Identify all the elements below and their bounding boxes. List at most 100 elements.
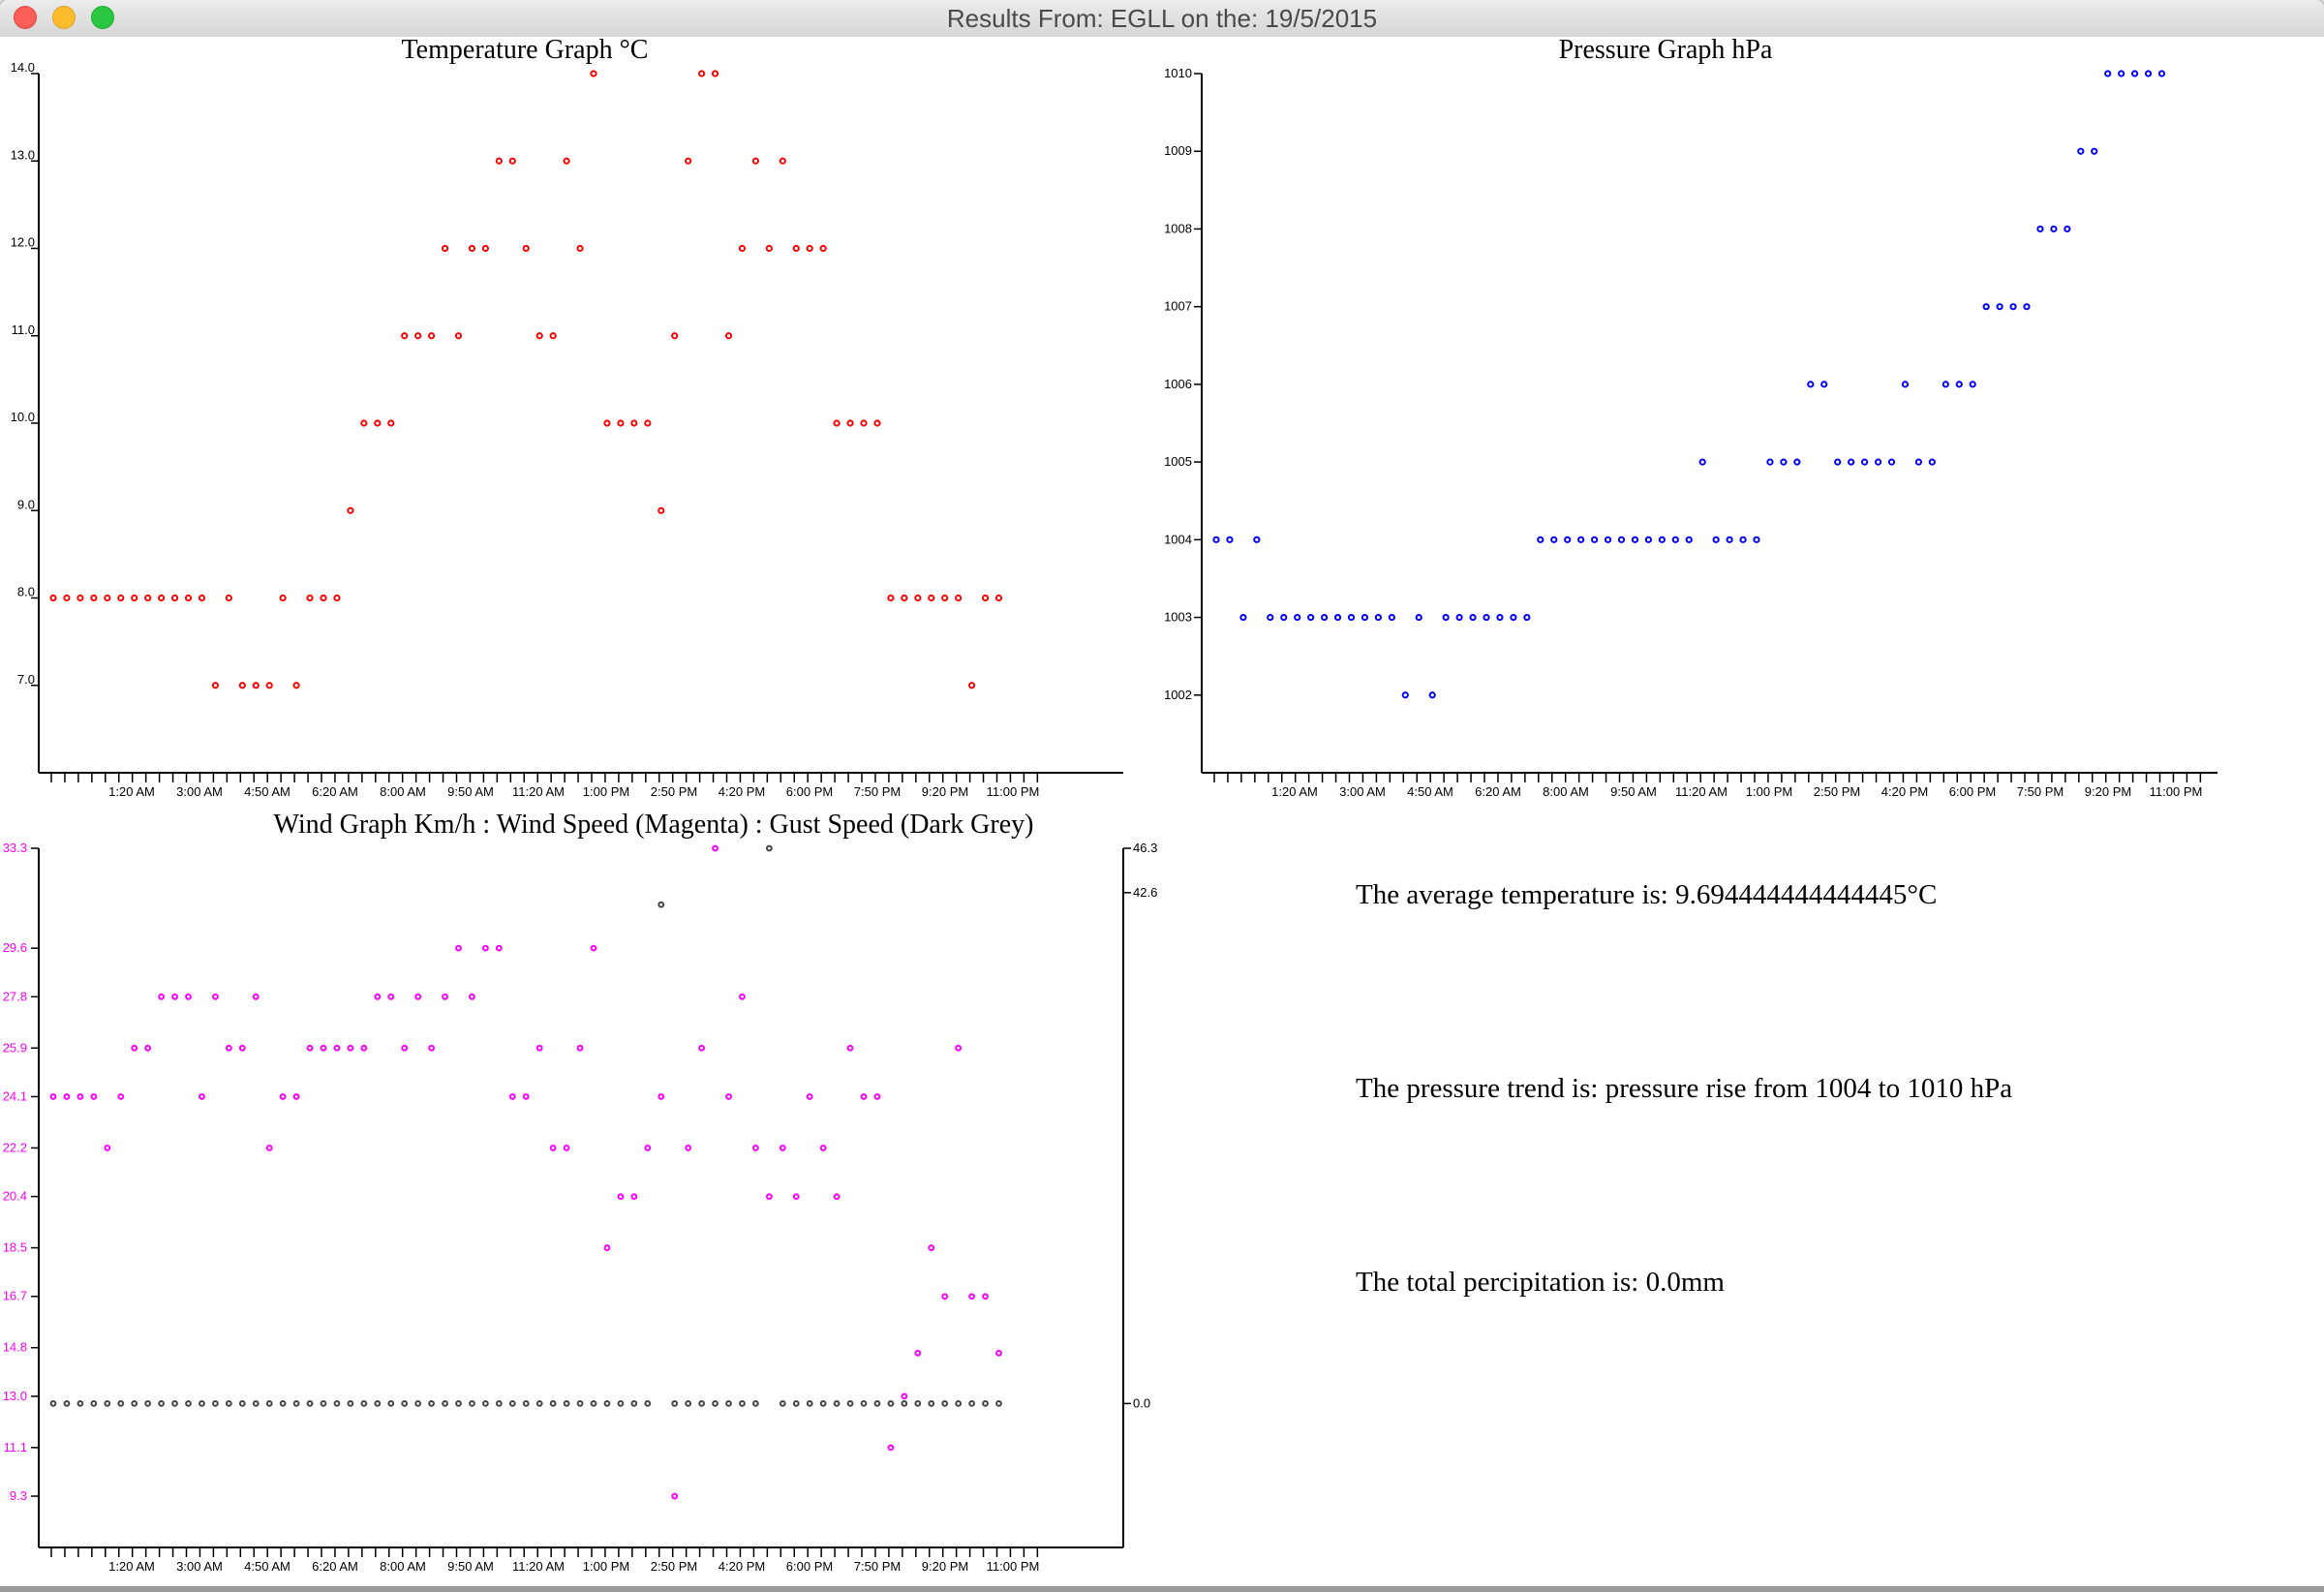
pressure-data-point bbox=[1658, 536, 1666, 543]
pressure-data-point bbox=[1212, 536, 1220, 543]
pressure-data-point bbox=[1374, 613, 1383, 622]
pressure-y-tick-label: 1004 bbox=[1164, 532, 1192, 546]
wind-gust-point bbox=[495, 1399, 503, 1407]
pressure-data-point bbox=[1280, 613, 1288, 622]
temperature-data-point bbox=[535, 332, 543, 340]
temperature-data-point bbox=[117, 594, 125, 602]
pressure-chart-title: Pressure Graph hPa bbox=[1559, 37, 1773, 65]
wind-left-y-tick-label: 24.1 bbox=[3, 1088, 27, 1103]
wind-left-y-tick-label: 9.3 bbox=[10, 1488, 27, 1503]
temperature-y-tick-label: 9.0 bbox=[17, 497, 35, 511]
pressure-data-point bbox=[1604, 536, 1612, 543]
wind-wind-point bbox=[306, 1044, 314, 1052]
temperature-data-point bbox=[685, 157, 692, 165]
temperature-x-tick-label: 1:20 AM bbox=[108, 784, 155, 799]
wind-wind-point bbox=[76, 1093, 84, 1100]
pressure-data-point bbox=[1969, 381, 1976, 388]
temperature-data-point bbox=[644, 419, 652, 427]
wind-wind-point bbox=[428, 1044, 436, 1052]
pressure-data-point bbox=[1510, 613, 1517, 622]
wind-x-tick-label: 4:50 AM bbox=[244, 1559, 290, 1574]
pressure-y-tick-label: 1002 bbox=[1164, 688, 1192, 702]
wind-wind-point bbox=[185, 993, 192, 1000]
wind-gust-point bbox=[90, 1399, 98, 1407]
temperature-x-tick-label: 11:20 AM bbox=[512, 784, 565, 799]
pressure-data-point bbox=[1874, 458, 1882, 466]
pressure-data-point bbox=[1591, 536, 1599, 543]
wind-x-tick-label: 7:50 PM bbox=[854, 1559, 901, 1574]
temperature-data-point bbox=[522, 244, 530, 253]
wind-gust-point bbox=[360, 1399, 368, 1407]
pressure-data-point bbox=[2144, 70, 2153, 77]
wind-wind-point bbox=[671, 1492, 679, 1500]
pressure-y-tick-label: 1007 bbox=[1164, 299, 1192, 314]
pressure-data-point bbox=[1361, 613, 1369, 622]
temperature-x-tick-label: 1:00 PM bbox=[583, 784, 629, 799]
pressure-data-point bbox=[2157, 70, 2166, 77]
pressure-data-point bbox=[1631, 536, 1639, 543]
pressure-data-point bbox=[1523, 613, 1531, 622]
temperature-x-tick-label: 6:20 AM bbox=[312, 784, 358, 799]
temperature-y-tick-label: 7.0 bbox=[17, 672, 35, 687]
temperature-data-point bbox=[928, 594, 935, 602]
pressure-data-point bbox=[1496, 613, 1504, 622]
wind-gust-point bbox=[617, 1399, 625, 1407]
temperature-data-point bbox=[617, 419, 625, 427]
wind-wind-point bbox=[131, 1044, 138, 1052]
temperature-data-point bbox=[765, 244, 773, 253]
wind-gust-point bbox=[603, 1399, 611, 1407]
zoom-button[interactable] bbox=[91, 6, 114, 29]
temperature-data-point bbox=[387, 419, 395, 427]
pressure-x-tick-label: 8:00 AM bbox=[1543, 784, 1589, 799]
pressure-data-point bbox=[1239, 613, 1247, 622]
temperature-data-point bbox=[468, 244, 476, 253]
wind-gust-point bbox=[414, 1399, 422, 1407]
temperature-data-point bbox=[225, 594, 232, 602]
wind-wind-point bbox=[199, 1093, 205, 1100]
pressure-data-point bbox=[1887, 458, 1896, 466]
temperature-data-point bbox=[968, 682, 976, 689]
wind-wind-point bbox=[495, 944, 503, 952]
wind-wind-point bbox=[860, 1093, 868, 1100]
wind-gust-point bbox=[455, 1399, 462, 1407]
wind-gust-point bbox=[779, 1399, 786, 1407]
wind-wind-point bbox=[928, 1244, 935, 1251]
wind-gust-point bbox=[522, 1399, 530, 1407]
temperature-data-point bbox=[170, 594, 179, 602]
wind-gust-point bbox=[401, 1399, 409, 1407]
temperature-data-point bbox=[292, 682, 300, 689]
wind-gust-point bbox=[968, 1399, 975, 1407]
wind-x-tick-label: 1:20 AM bbox=[108, 1559, 155, 1574]
pressure-y-tick-label: 1010 bbox=[1164, 66, 1192, 80]
wind-wind-point bbox=[508, 1093, 516, 1100]
wind-gust-point bbox=[185, 1399, 192, 1407]
wind-wind-point bbox=[455, 944, 462, 952]
wind-gust-point bbox=[63, 1399, 71, 1407]
title-bar[interactable]: Results From: EGLL on the: 19/5/2015 bbox=[0, 0, 2324, 38]
wind-wind-point bbox=[265, 1145, 273, 1151]
pressure-data-point bbox=[1739, 536, 1747, 543]
wind-wind-point bbox=[792, 1193, 800, 1201]
minimize-button[interactable] bbox=[52, 6, 76, 29]
temperature-y-tick-label: 8.0 bbox=[17, 585, 35, 599]
temperature-data-point bbox=[441, 244, 449, 253]
close-button[interactable] bbox=[14, 6, 37, 29]
temperature-data-point bbox=[671, 332, 679, 340]
pressure-y-tick-label: 1006 bbox=[1164, 377, 1192, 391]
pressure-data-point bbox=[2023, 303, 2031, 311]
wind-wind-point bbox=[535, 1044, 543, 1052]
wind-x-tick-label: 6:00 PM bbox=[786, 1559, 833, 1574]
temperature-data-point bbox=[401, 332, 409, 340]
pressure-data-point bbox=[1428, 691, 1436, 699]
wind-wind-point bbox=[469, 993, 475, 1000]
wind-wind-point bbox=[901, 1393, 908, 1400]
temperature-data-point bbox=[724, 332, 733, 340]
wind-gust-point bbox=[252, 1399, 260, 1407]
wind-gust-point bbox=[212, 1399, 219, 1407]
pressure-data-point bbox=[1483, 613, 1490, 622]
temperature-data-point bbox=[49, 594, 57, 602]
wind-wind-point bbox=[914, 1349, 922, 1357]
wind-wind-point bbox=[617, 1193, 625, 1201]
pressure-data-point bbox=[1564, 536, 1572, 543]
pressure-data-point bbox=[1253, 536, 1261, 543]
